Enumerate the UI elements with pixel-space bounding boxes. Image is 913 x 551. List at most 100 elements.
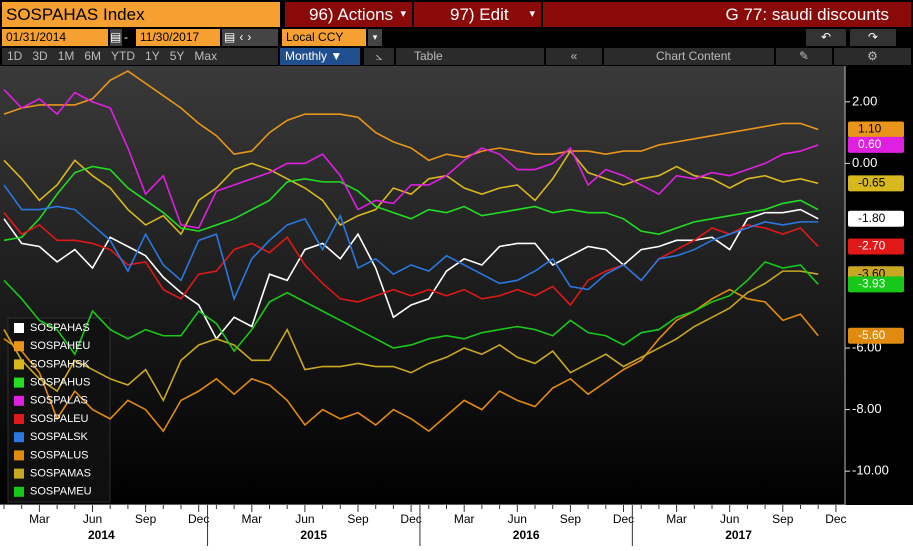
plot-background [0,66,845,505]
y-tick-label: 2.00 [852,93,877,108]
start-date[interactable]: 01/31/2014 [2,29,108,46]
last-value-label: -0.65 [858,176,886,190]
date-nav-icons[interactable]: ▤‹› [222,29,278,46]
x-tick-label: Sep [135,512,157,526]
last-value-box [848,175,904,192]
year-label: 2015 [300,528,327,542]
end-date-text: 11/30/2017 [140,30,200,44]
x-tick-label: Mar [29,512,50,526]
x-tick-label: Jun [720,512,739,526]
period-tabs: 1D 3D 1M 6M YTD 1Y 5Y Max [2,48,278,65]
last-value-label: -1.80 [858,211,886,225]
currency-text: Local CCY [286,30,344,44]
year-label: 2017 [725,528,752,542]
series-line [3,165,819,242]
last-value-box [848,121,904,138]
frequency-button[interactable]: Monthly ▼ [280,48,360,65]
legend-label: SOSPAHAS [30,322,90,334]
date-separator: - [124,29,134,46]
period-tab[interactable]: YTD [111,49,136,63]
redo-icon[interactable]: ↷ [850,29,896,46]
period-tab[interactable]: 1Y [145,49,160,63]
x-tick-label: Dec [188,512,209,526]
y-tick-label: -10.00 [852,463,889,478]
page-title: G 77: saudi discounts [543,2,911,27]
x-tick-label: Sep [347,512,369,526]
period-tab[interactable]: 3D [32,49,48,63]
x-tick-label: Mar [666,512,687,526]
legend-swatch [14,414,24,424]
security-field[interactable]: SOSPAHAS Index [2,2,280,27]
legend-swatch [14,395,24,406]
end-date[interactable]: 11/30/2017 [136,29,220,46]
x-tick-label: Mar [454,512,475,526]
legend-label: SOSPAHUS [30,377,90,389]
x-tick-label: Sep [560,512,582,526]
last-value-box [848,136,904,153]
last-value-label: 0.60 [858,137,882,151]
edit-text: 97) Edit [450,5,509,24]
series-line [3,70,819,162]
legend-label: SOSPALSK [30,431,89,443]
dropdown-arrow: ▾ [529,8,535,20]
legend-swatch [14,432,24,443]
series-line [3,149,819,236]
settings-icon[interactable]: ⚙ [834,48,911,65]
title-text: G 77: saudi discounts [725,5,889,24]
legend-label: SOSPAHSK [30,358,90,370]
legend-swatch [14,341,24,352]
last-value-box [848,276,904,293]
actions-button[interactable]: 96) Actions ▾ [285,2,412,27]
x-tick-label: Jun [508,512,527,526]
dropdown-arrow[interactable]: ▾ [368,29,382,46]
x-tick-label: Jun [83,512,102,526]
x-tick-label: Sep [772,512,794,526]
table-button[interactable]: Table [396,48,544,65]
chart-icon[interactable]: ⦣ [364,48,394,65]
table-text: Table [414,49,443,63]
x-tick-label: Mar [241,512,262,526]
legend-label: SOSPALUS [30,449,89,461]
edit-button[interactable]: 97) Edit ▾ [414,2,541,27]
currency-field[interactable]: Local CCY [282,29,366,46]
calendar-icon[interactable]: ▤ [110,29,122,46]
series-line [3,184,819,302]
edit-icon[interactable]: ✎ [776,48,832,65]
series-line [3,260,819,356]
y-tick-label: -8.00 [852,401,882,416]
undo-icon[interactable]: ↶ [806,29,846,46]
x-tick-label: Jun [295,512,314,526]
legend-label: SOSPAMEU [30,486,92,498]
last-value-label: 1.10 [858,122,882,136]
security-text: SOSPAHAS Index [6,5,145,24]
period-tab[interactable]: 1D [7,49,23,63]
legend-swatch [14,323,24,333]
legend-swatch [14,468,24,479]
period-tab[interactable]: 5Y [169,49,185,63]
period-tab[interactable]: 1M [57,49,75,63]
separator-text: - [124,30,128,44]
series-line [3,288,819,433]
last-value-box [848,210,904,227]
start-date-text: 01/31/2014 [6,30,67,44]
x-tick-label: Dec [825,512,846,526]
x-tick-label: Dec [613,512,634,526]
x-axis-band [0,505,913,551]
legend-label: SOSPAMAS [30,468,91,480]
legend-swatch [14,450,24,461]
last-value-box [848,327,904,344]
last-value-box [848,238,904,255]
period-tab[interactable]: Max [194,49,218,63]
chart-content-button[interactable]: Chart Content [604,48,774,65]
legend-swatch [14,377,24,388]
collapse-icon[interactable]: « [546,48,602,65]
frequency-text: Monthly ▼ [285,49,343,63]
legend-swatch [14,359,24,370]
chart-content-text: Chart Content [656,49,731,63]
series-line [3,212,819,307]
period-tab[interactable]: 6M [84,49,102,63]
legend-label: SOSPALEU [30,413,89,425]
y-tick-label: 0.00 [852,155,877,170]
last-value-label: -2.70 [858,239,886,253]
series-line [3,88,819,229]
